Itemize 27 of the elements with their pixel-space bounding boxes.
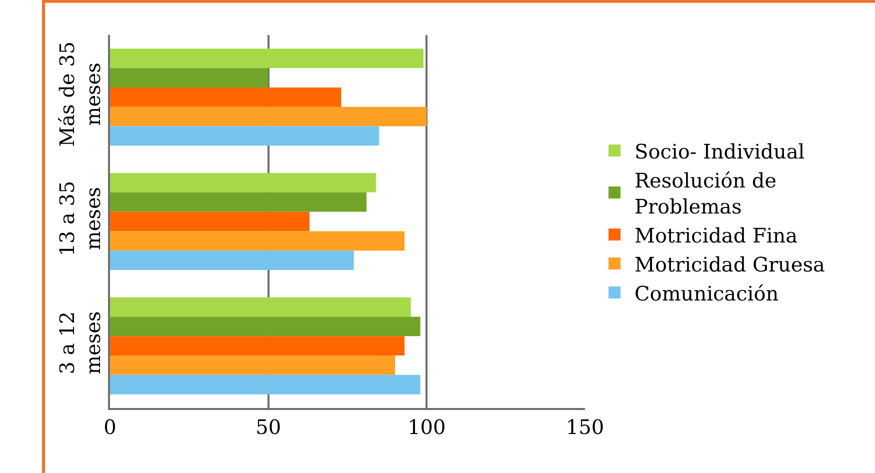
legend-label: Resolución de Problemas: [634, 168, 776, 218]
legend-label: Motricidad Fina: [634, 223, 798, 248]
x-tick-label: 50: [256, 415, 282, 439]
bar: [110, 356, 395, 375]
bar: [110, 250, 354, 270]
bar: [110, 68, 268, 88]
bar: [110, 192, 366, 212]
x-tick-label: 150: [566, 415, 604, 439]
x-tick-label: 0: [104, 415, 116, 439]
legend-label: Comunicación: [634, 281, 779, 306]
bar: [110, 106, 427, 126]
x-tick-label: 100: [408, 415, 446, 439]
bar: [110, 316, 420, 336]
bar: [110, 374, 420, 394]
bar: [110, 212, 310, 232]
y-tick-label: 3 a 12 meses: [55, 311, 105, 374]
bar: [110, 336, 404, 356]
bar: [110, 87, 342, 107]
bar: [110, 48, 424, 68]
legend-label: Motricidad Gruesa: [634, 252, 826, 276]
legend-label: Socio- Individual: [634, 139, 805, 164]
bar: [110, 173, 376, 192]
bar: [110, 126, 380, 146]
y-tick-label: Más de 35 meses: [55, 41, 105, 147]
bar: [110, 297, 411, 317]
bar: [110, 231, 404, 251]
y-tick-label: 13 a 35 meses: [55, 180, 105, 256]
